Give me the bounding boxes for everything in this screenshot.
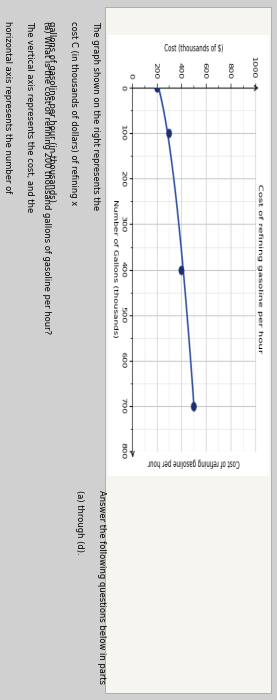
Text: horizontal axis represents the number of: horizontal axis represents the number of — [3, 21, 12, 193]
Text: The vertical axis represents the cost, and the: The vertical axis represents the cost, a… — [25, 21, 34, 212]
Text: cost C (in thousands of dollars) of refining x: cost C (in thousands of dollars) of refi… — [69, 21, 78, 205]
Text: gallons of gasoline per hour (in thousands).: gallons of gasoline per hour (in thousan… — [47, 21, 56, 204]
Text: Answer the following questions below in parts: Answer the following questions below in … — [97, 490, 106, 684]
Bar — [105, 7, 271, 693]
Text: (a) What is the cost of refining 200 thousand gallons of gasoline per hour?: (a) What is the cost of refining 200 tho… — [42, 21, 50, 334]
Text: The graph shown on the right represents the: The graph shown on the right represents … — [91, 21, 100, 210]
Text: (a) through (d).: (a) through (d). — [75, 490, 84, 554]
